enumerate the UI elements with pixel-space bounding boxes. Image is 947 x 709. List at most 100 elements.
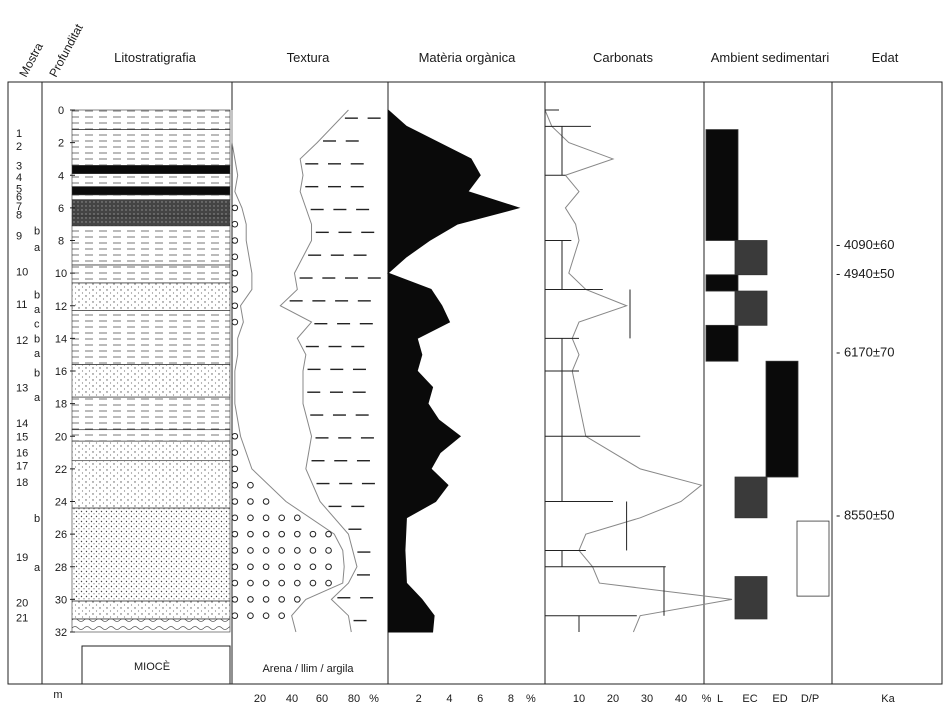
organic-tick-label: 6 [477,693,483,705]
lithology-band [71,429,231,442]
sand-marker [294,530,301,538]
depth-tick-label: 20 [55,431,67,443]
sand-marker [309,547,317,554]
environment-tick-label: L [717,693,723,705]
sand-marker [294,596,301,603]
sand-marker [231,204,239,212]
sand-marker [231,432,239,440]
sample-label: b [34,368,40,380]
sand-marker [278,579,286,587]
header-textura: Textura [287,50,330,65]
sand-marker [262,547,270,554]
organic-tick-label: 4 [446,693,452,705]
bottom-axes: 20 40 60 80% 2 4 6 8% 10 20 30 40% L EC ED D/P [254,693,819,705]
sample-label: c [34,319,40,331]
sand-marker [231,596,239,603]
depth-tick-label: 0 [58,105,64,117]
depth-tick-label: 4 [58,170,64,182]
sand-marker [262,514,270,522]
sample-label: 1 [16,128,22,140]
sand-marker [262,596,270,603]
depth-tick-label: 18 [55,399,67,411]
organic-tick-label: 2 [416,693,422,705]
carbonate-profile [544,109,733,633]
sand-marker [247,481,254,489]
sand-marker [231,530,239,538]
depth-tick-label: 26 [55,529,67,541]
sand-marker [231,253,239,261]
header-profunditat: Profunditat [46,21,86,79]
sand-marker [231,286,239,293]
environment-block [734,476,768,519]
lithology-band [71,173,231,187]
lithology-column [71,109,231,633]
organic-matter-panel [387,108,521,633]
depth-tick-label: 30 [55,594,67,606]
texture-tick-label: 80 [348,693,360,705]
header-litostratigrafia: Litostratigrafia [114,50,196,65]
sand-marker [231,465,239,473]
lithology-band [71,186,231,196]
sand-marker [247,530,254,538]
sand-marker [231,449,239,456]
depth-tick-label: 12 [55,301,67,313]
sand-marker [231,579,239,587]
depth-tick-label: 10 [55,268,67,280]
depth-tick-label: 6 [58,203,64,215]
environment-block [734,240,768,276]
environment-block [734,290,768,326]
header-edat: Edat [872,50,899,65]
environment-block [705,324,739,362]
sand-marker [325,579,332,587]
texture-panel [231,109,381,633]
sand-marker [294,547,301,554]
header-carbonats: Carbonats [593,50,653,65]
sand-marker [309,563,317,571]
sand-marker [231,612,239,619]
sand-marker [231,481,239,489]
age-label: - 8550±50 [836,508,894,523]
organic-tick-label: 8 [508,693,514,705]
miocene-base-box [81,645,231,685]
sample-label: 13 [16,382,28,394]
header-ambient: Ambient sedimentari [711,50,830,65]
sand-marker [231,514,239,522]
organic-matter-profile [387,108,521,633]
sample-label: 15 [16,431,28,443]
sand-marker [231,563,239,571]
sand-marker [231,269,239,277]
sand-marker [294,514,301,522]
depth-tick-label: 32 [55,627,67,639]
sample-label: 11 [16,299,27,311]
lithology-band [71,310,231,365]
sample-label: 6 [16,191,22,203]
sand-marker [247,596,254,603]
carbonate-tick-label: % [702,693,712,705]
sample-label: 4 [16,172,22,184]
sample-label: 10 [16,266,28,278]
carbonate-tick-label: 20 [607,693,619,705]
header-materia-organica: Matèria orgànica [419,50,517,65]
sample-label: b [34,333,40,345]
lithology-band [71,507,231,602]
sand-marker [325,547,332,554]
depth-tick-label: 28 [55,562,67,574]
sand-marker [231,318,239,326]
lithology-band [71,282,231,311]
sand-marker [231,498,239,505]
sample-label: b [34,226,40,238]
carbonate-tick-label: 10 [573,693,585,705]
sample-label: b [34,289,40,301]
sand-marker [309,579,317,587]
miocene-label: MIOCÈ [134,660,170,673]
environment-block [705,274,739,292]
sample-label: 5 [16,183,22,195]
sample-label: a [34,348,41,360]
sample-label: 2 [16,141,22,153]
environment-block [765,360,799,478]
environment-tick-label: ED [772,693,787,705]
depth-tick-label: 16 [55,366,67,378]
depth-tick-label: 2 [58,138,64,150]
sample-label: 12 [16,335,28,347]
